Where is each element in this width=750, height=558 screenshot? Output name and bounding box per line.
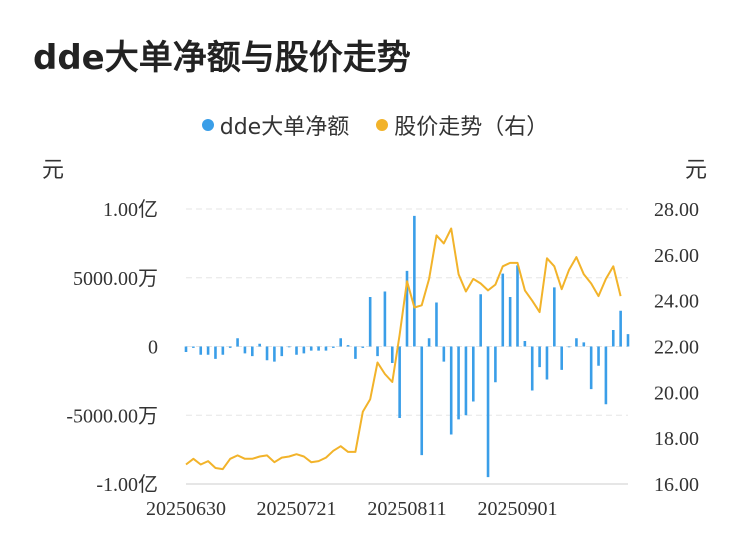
dde-bar	[611, 330, 615, 347]
left-tick-label: 5000.00万	[73, 268, 158, 290]
dde-bar	[354, 346, 357, 359]
dde-bar	[214, 346, 217, 359]
right-tick-label: 24.00	[654, 291, 699, 313]
dde-bar	[567, 346, 571, 348]
right-tick-label: 26.00	[654, 245, 699, 267]
dde-bar	[243, 346, 247, 354]
legend-dot-price	[376, 119, 389, 131]
price-line	[185, 227, 622, 471]
dde-bar	[295, 346, 298, 355]
dde-bar	[494, 346, 497, 383]
dde-bar	[309, 346, 313, 351]
dde-bar	[582, 342, 586, 347]
dde-bar	[346, 345, 350, 347]
dde-bar	[604, 346, 608, 405]
dde-bar	[317, 346, 320, 351]
chart-title: dde大单净额与股价走势	[33, 38, 411, 78]
dde-bar	[184, 346, 188, 352]
dde-bar	[479, 294, 482, 347]
dde-bar	[435, 302, 438, 347]
dde-bar	[332, 346, 335, 348]
dde-bar	[236, 338, 239, 347]
left-axis-unit: 元	[42, 158, 64, 183]
legend: dde大单净额 股价走势（右）	[0, 109, 750, 141]
dde-bar	[516, 265, 519, 347]
legend-item-price[interactable]: 股价走势（右）	[376, 109, 548, 141]
right-axis-unit: 元	[685, 158, 707, 183]
dde-bar	[427, 338, 431, 347]
dde-bar	[472, 346, 475, 402]
dde-bar	[206, 346, 210, 355]
dde-bar	[545, 346, 549, 380]
right-tick-label: 22.00	[654, 337, 699, 359]
dde-bar	[390, 346, 394, 363]
dde-bar	[273, 346, 276, 362]
dde-bar	[398, 346, 401, 418]
dde-bar	[560, 346, 563, 370]
left-tick-label: -1.00亿	[96, 473, 158, 496]
dde-bar	[553, 287, 556, 347]
left-tick-label: 1.00亿	[103, 198, 158, 221]
dde-bar	[405, 270, 409, 347]
dde-bar	[464, 346, 468, 416]
dde-bar	[339, 338, 342, 347]
dde-bar	[538, 346, 541, 368]
right-tick-label: 20.00	[654, 382, 699, 404]
dde-bar	[508, 297, 512, 347]
legend-dot-dde	[201, 119, 214, 131]
dde-bar	[501, 273, 505, 347]
dde-bar	[589, 346, 593, 390]
dde-bar	[420, 346, 424, 456]
right-tick-label: 18.00	[654, 428, 699, 450]
dde-bar	[199, 346, 203, 355]
dde-bar	[228, 346, 232, 348]
dde-bar	[376, 346, 379, 357]
left-tick-label: -5000.00万	[66, 405, 158, 427]
dde-bar	[287, 346, 291, 348]
dde-bar	[258, 343, 261, 347]
legend-item-dde[interactable]: dde大单净额	[201, 109, 350, 141]
dde-bar	[626, 334, 630, 347]
dde-bar	[251, 346, 254, 357]
left-tick-label: 0	[148, 337, 158, 359]
dde-bar	[442, 346, 446, 362]
dde-bar	[575, 338, 578, 347]
dde-bar	[324, 346, 328, 351]
right-tick-label: 16.00	[654, 474, 699, 496]
dde-bar	[221, 346, 225, 355]
right-tick-label: 28.00	[654, 199, 699, 221]
x-tick-label: 20250811	[367, 498, 446, 520]
dde-bar	[597, 346, 600, 366]
x-tick-label: 20250630	[146, 498, 226, 520]
legend-label-price: 股价走势（右）	[394, 115, 549, 140]
dde-bar	[383, 291, 387, 347]
dde-bar	[280, 346, 284, 357]
dde-bar	[523, 341, 527, 347]
dde-bar	[265, 346, 269, 361]
dde-bar	[192, 346, 195, 348]
dde-bar	[486, 346, 490, 478]
dde-bar	[530, 346, 534, 391]
dde-bar	[361, 346, 365, 348]
legend-label-dde: dde大单净额	[219, 115, 350, 140]
dde-bar	[302, 346, 306, 354]
dde-bar	[413, 215, 416, 347]
x-tick-label: 20250901	[478, 498, 558, 520]
dde-bar	[457, 346, 460, 420]
x-tick-label: 20250721	[257, 498, 337, 520]
dde-bar	[449, 346, 453, 435]
dde-bar	[619, 310, 622, 347]
dde-bar	[368, 297, 372, 347]
